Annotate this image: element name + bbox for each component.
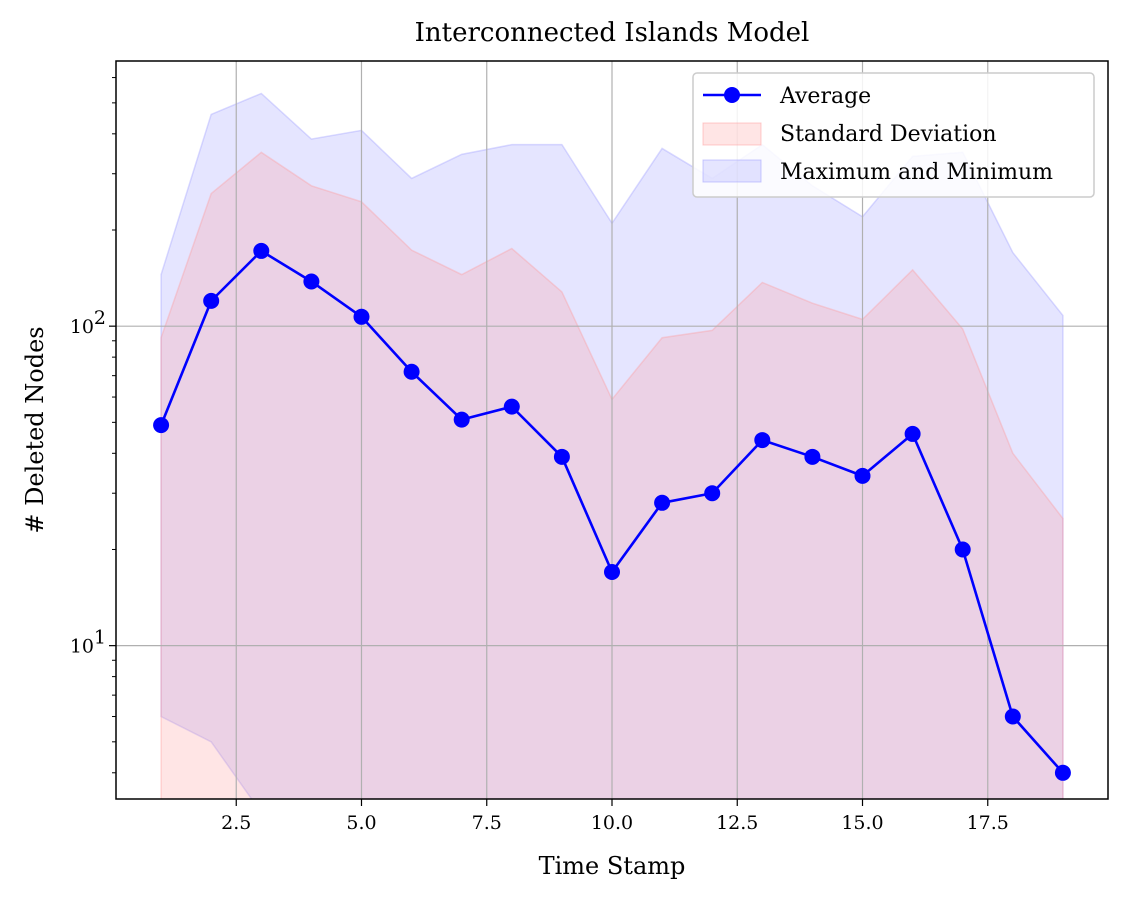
x-axis-label: Time Stamp [539,852,686,880]
average-point [203,292,220,309]
y-tick-exponent: 1 [94,627,106,649]
y-tick-label: 10 [70,636,94,658]
legend-std-label: Standard Deviation [780,122,997,147]
average-point [403,363,420,380]
legend: Average Standard Deviation Maximum and M… [692,72,1095,198]
average-point [904,425,921,442]
average-point [453,411,470,428]
y-tick-label: 10 [70,316,94,338]
series-layer [153,242,1071,781]
legend-box [692,72,1095,198]
legend-std-swatch [702,122,762,146]
average-point [604,564,620,581]
y-tick-exponent: 2 [94,307,106,329]
chart-title: Interconnected Islands Model [415,18,810,48]
average-point [503,398,520,415]
average-point [754,432,771,449]
legend-average-marker [724,87,740,103]
legend-average-label: Average [779,84,871,109]
average-point [303,273,320,290]
x-tick-label: 12.5 [716,812,758,834]
x-tick-label: 10.0 [591,812,633,834]
x-tick-label: 2.5 [221,812,251,834]
plot-frame [115,60,1109,800]
average-point [353,308,370,325]
average-point [854,467,871,484]
x-tick-label: 5.0 [346,812,376,834]
y-axis-label: # Deleted Nodes [21,326,49,533]
average-point [1004,708,1021,725]
x-tick-label: 7.5 [472,812,502,834]
x-tick-label: 17.5 [967,812,1009,834]
legend-minmax-swatch [702,159,762,183]
x-tick-label: 15.0 [841,812,883,834]
average-point [153,417,170,434]
average-point [654,494,671,511]
average-point [253,242,270,259]
average-point [553,448,570,465]
legend-minmax-label: Maximum and Minimum [780,160,1053,185]
average-point [954,541,971,558]
average-point [704,485,721,502]
average-point [804,448,821,465]
average-point [1054,764,1071,781]
